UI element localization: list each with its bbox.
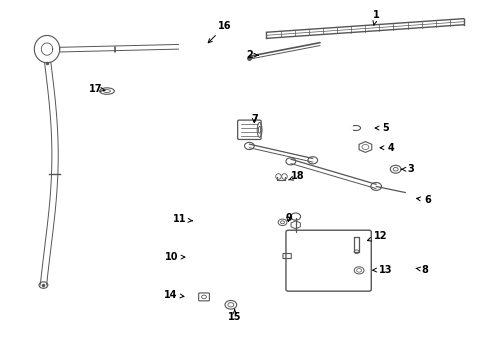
- Text: 18: 18: [288, 171, 305, 181]
- Text: 13: 13: [372, 265, 392, 275]
- Text: 10: 10: [164, 252, 184, 262]
- Text: 6: 6: [416, 195, 430, 205]
- Text: 12: 12: [366, 231, 387, 241]
- Text: 16: 16: [208, 21, 231, 43]
- Text: 3: 3: [401, 164, 413, 174]
- Text: 1: 1: [372, 10, 379, 26]
- Text: 17: 17: [89, 84, 105, 94]
- Text: 15: 15: [227, 309, 241, 322]
- Text: 9: 9: [285, 213, 291, 222]
- Text: 5: 5: [374, 123, 388, 133]
- Text: 4: 4: [379, 143, 393, 153]
- Text: 8: 8: [415, 265, 427, 275]
- Text: 11: 11: [173, 215, 192, 224]
- Text: 7: 7: [250, 114, 257, 124]
- Text: 2: 2: [245, 50, 258, 60]
- Text: 14: 14: [163, 290, 183, 300]
